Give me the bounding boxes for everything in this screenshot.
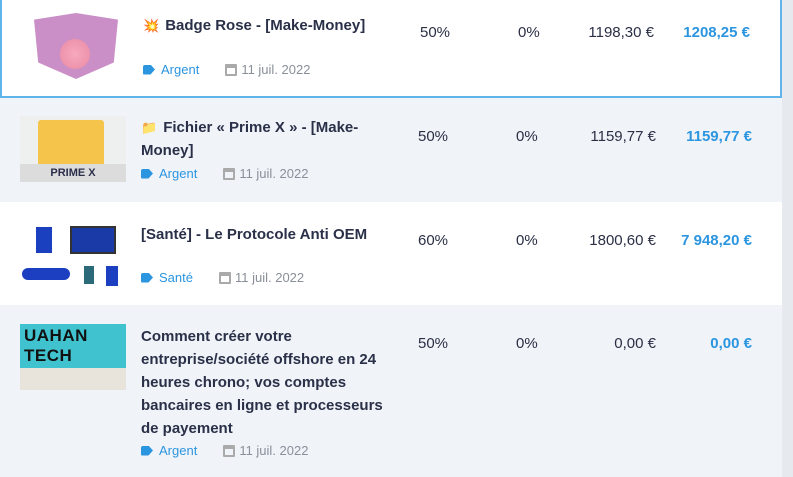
- total: 1208,25 €: [683, 24, 750, 41]
- product-thumbnail[interactable]: [34, 13, 118, 79]
- title-text: Badge Rose - [Make-Money]: [165, 17, 366, 34]
- rate: 0%: [516, 335, 538, 352]
- product-row[interactable]: PRIME X 📁 Fichier « Prime X » - [Make-Mon…: [0, 98, 782, 202]
- category-label: Argent: [161, 62, 200, 77]
- thumb-caption: UAHAN TECH: [24, 326, 88, 365]
- tag-icon: [141, 168, 153, 179]
- calendar-icon: [218, 271, 231, 284]
- product-thumbnail[interactable]: PRIME X: [20, 116, 126, 182]
- commission: 50%: [418, 128, 449, 145]
- product-meta: Santé 11 juil. 2022: [141, 270, 304, 285]
- folder-icon: 📁: [141, 120, 158, 135]
- folder-image: [38, 120, 104, 166]
- product-row[interactable]: 💥 Badge Rose - [Make-Money] Argent 11 jui…: [0, 0, 782, 98]
- title-text: Fichier « Prime X » - [Make-Money]: [141, 119, 359, 159]
- category-label: Argent: [159, 443, 198, 458]
- tag-icon: [141, 272, 153, 283]
- product-meta: Argent 11 juil. 2022: [141, 443, 308, 458]
- rate: 0%: [516, 232, 538, 249]
- product-thumbnail[interactable]: UAHAN TECH: [20, 324, 126, 390]
- product-title[interactable]: 📁 Fichier « Prime X » - [Make-Money]: [141, 116, 381, 162]
- tag-icon: [143, 64, 155, 75]
- title-text: [Santé] - Le Protocole Anti OEM: [141, 226, 368, 243]
- price: 0,00 €: [614, 335, 656, 352]
- title-text: Comment créer votre entreprise/société o…: [141, 328, 383, 437]
- price: 1800,60 €: [589, 232, 656, 249]
- explosion-icon: 💥: [143, 18, 160, 33]
- category-label: Santé: [159, 270, 193, 285]
- total: 7 948,20 €: [681, 232, 752, 249]
- product-row[interactable]: [Santé] - Le Protocole Anti OEM Santé 11…: [0, 202, 782, 305]
- category-label: Argent: [159, 166, 198, 181]
- commission: 50%: [420, 24, 451, 41]
- category-tag[interactable]: Santé: [141, 270, 193, 285]
- date: 11 juil. 2022: [239, 166, 309, 181]
- total: 0,00 €: [710, 335, 752, 352]
- product-meta: Argent 11 juil. 2022: [141, 166, 308, 181]
- commission: 50%: [418, 335, 449, 352]
- product-row[interactable]: UAHAN TECH Comment créer votre entrepris…: [0, 305, 782, 477]
- product-title[interactable]: Comment créer votre entreprise/société o…: [141, 325, 391, 440]
- category-tag[interactable]: Argent: [143, 62, 199, 77]
- commission: 60%: [418, 232, 449, 249]
- rose-image: [60, 39, 90, 69]
- rate: 0%: [518, 24, 540, 41]
- total: 1159,77 €: [686, 128, 752, 145]
- price: 1159,77 €: [590, 128, 656, 145]
- product-title[interactable]: [Santé] - Le Protocole Anti OEM: [141, 223, 391, 246]
- product-thumbnail[interactable]: [20, 224, 126, 288]
- product-meta: Argent 11 juil. 2022: [143, 62, 310, 77]
- tag-icon: [141, 445, 153, 456]
- price: 1198,30 €: [588, 24, 654, 41]
- date: 11 juil. 2022: [241, 62, 311, 77]
- product-title[interactable]: 💥 Badge Rose - [Make-Money]: [143, 14, 393, 37]
- rate: 0%: [516, 128, 538, 145]
- date: 11 juil. 2022: [239, 443, 309, 458]
- calendar-icon: [223, 167, 236, 180]
- date: 11 juil. 2022: [234, 270, 305, 285]
- category-tag[interactable]: Argent: [141, 166, 197, 181]
- calendar-icon: [223, 444, 236, 457]
- calendar-icon: [225, 63, 238, 76]
- category-tag[interactable]: Argent: [141, 443, 197, 458]
- thumb-caption: PRIME X: [20, 164, 126, 182]
